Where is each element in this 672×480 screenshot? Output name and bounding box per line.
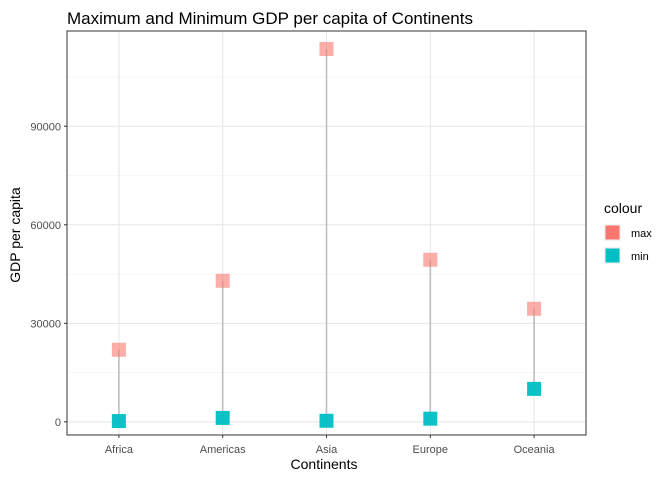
point-min-americas xyxy=(215,410,230,425)
point-max-americas xyxy=(215,273,230,288)
legend-swatch-min xyxy=(605,248,620,263)
point-min-asia xyxy=(319,413,334,428)
x-tick-label: Asia xyxy=(316,444,338,456)
x-axis-title: Continents xyxy=(291,456,358,472)
x-tick-label: Europe xyxy=(413,444,448,456)
legend-label-max: max xyxy=(631,228,652,240)
point-min-africa xyxy=(111,414,126,429)
chart-title: Maximum and Minimum GDP per capita of Co… xyxy=(67,9,473,28)
point-min-oceania xyxy=(527,381,542,396)
point-max-oceania xyxy=(527,301,542,316)
y-axis-title: GDP per capita xyxy=(7,187,23,283)
legend-swatch-max xyxy=(605,225,620,240)
y-tick-label: 90000 xyxy=(30,121,61,133)
x-tick-label: Americas xyxy=(200,444,246,456)
point-max-africa xyxy=(111,342,126,357)
x-tick-label: Oceania xyxy=(514,444,556,456)
legend: colour max min xyxy=(604,200,652,264)
legend-title: colour xyxy=(604,200,642,216)
legend-label-min: min xyxy=(631,251,649,263)
y-tick-label: 0 xyxy=(55,417,61,429)
plot-panel xyxy=(66,30,587,436)
point-max-europe xyxy=(423,252,438,267)
point-min-europe xyxy=(423,411,438,426)
x-tick-label: Africa xyxy=(105,444,134,456)
y-tick-label: 60000 xyxy=(30,220,61,232)
point-max-asia xyxy=(319,41,334,56)
y-tick-label: 30000 xyxy=(30,318,61,330)
